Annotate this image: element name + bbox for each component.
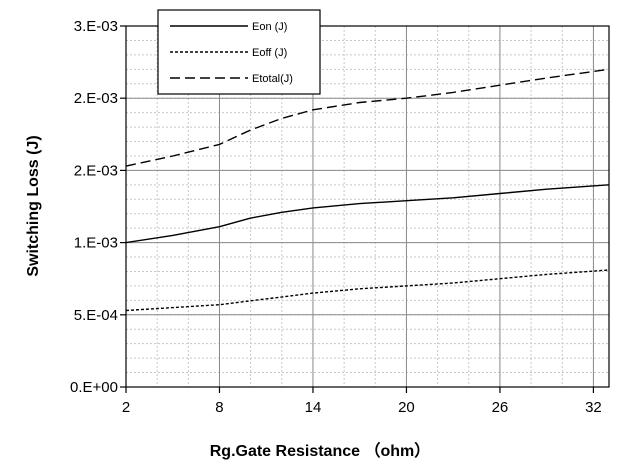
series-lines bbox=[125, 68, 610, 312]
plot-border bbox=[125, 25, 610, 388]
y-tick-label: 2.E-03 bbox=[74, 162, 118, 179]
series-line-2 bbox=[125, 269, 610, 312]
legend-label: Eoff (J) bbox=[252, 47, 287, 59]
x-tick-label: 26 bbox=[492, 399, 509, 416]
series-line-3 bbox=[125, 68, 610, 167]
y-tick-label: 1.E-03 bbox=[74, 235, 118, 252]
y-axis-title: Switching Loss (J) bbox=[25, 135, 42, 276]
x-tick-label: 14 bbox=[305, 399, 322, 416]
legend: Eon (J) Eoff (J) Etotal(J) bbox=[157, 9, 321, 95]
legend-label: Eon (J) bbox=[252, 21, 287, 33]
series-line-1 bbox=[125, 184, 610, 244]
y-tick-label: 2.E-03 bbox=[74, 90, 118, 107]
legend-label: Etotal(J) bbox=[252, 73, 293, 85]
x-tick-label: 32 bbox=[585, 399, 602, 416]
y-tick-label: 5.E-04 bbox=[74, 307, 118, 324]
tick-labels: 0.E+00 5.E-04 1.E-03 2.E-03 2.E-03 3.E-03 2 8 14… bbox=[70, 18, 602, 416]
y-tick-label: 3.E-03 bbox=[74, 18, 118, 35]
axes bbox=[120, 25, 610, 393]
x-tick-label: 20 bbox=[398, 399, 415, 416]
x-axis-title: Rg.Gate Resistance （ohm） bbox=[210, 442, 431, 460]
y-tick-label: 0.E+00 bbox=[70, 379, 118, 396]
x-tick-label: 2 bbox=[122, 399, 130, 416]
x-tick-label: 8 bbox=[215, 399, 223, 416]
